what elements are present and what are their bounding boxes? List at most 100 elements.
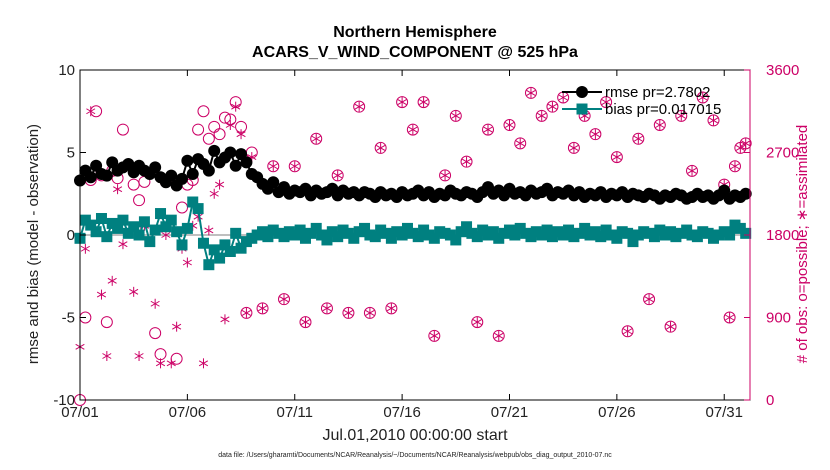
asterisk-stroke [193, 213, 203, 220]
assimilated-obs-marker [225, 120, 235, 130]
asterisk-stroke [590, 131, 600, 138]
assimilated-obs-marker [257, 303, 268, 314]
rmse-point [208, 144, 221, 157]
asterisk-stroke [451, 112, 461, 119]
bias-point [187, 196, 199, 208]
bias-point [90, 226, 102, 238]
chart-subtitle: ACARS_V_WIND_COMPONENT @ 525 hPa [252, 44, 578, 61]
bias-point [224, 246, 236, 257]
asterisk-stroke [300, 319, 311, 326]
asterisk-stroke [708, 117, 719, 124]
chart-title: Northern Hemisphere [333, 24, 497, 41]
possible-obs-marker [621, 325, 634, 338]
asterisk-stroke [247, 154, 257, 161]
x-tick-label: 07/11 [277, 404, 313, 421]
assimilated-obs-marker [236, 129, 246, 140]
asterisk-stroke [150, 300, 160, 307]
bias-point [611, 232, 623, 244]
possible-obs-marker [342, 306, 355, 319]
x-tick-label: 07/21 [491, 404, 529, 421]
possible-obs-marker [535, 109, 548, 122]
assimilated-obs-marker [365, 307, 375, 318]
asterisk-stroke [155, 360, 166, 367]
asterisk-stroke [558, 94, 568, 101]
bias-point [128, 221, 140, 233]
bias-point [262, 231, 274, 243]
assimilated-obs-marker [590, 129, 600, 140]
bias-point [149, 224, 161, 236]
asterisk-stroke [698, 94, 708, 101]
possible-obs-marker [610, 151, 623, 164]
asterisk-stroke [725, 314, 735, 321]
bias-point [122, 227, 134, 239]
y-tick-label-right: 900 [766, 310, 791, 327]
asterisk-stroke [687, 167, 697, 174]
assimilated-obs-marker [440, 170, 450, 181]
bias-point [724, 229, 736, 241]
possible-obs-marker [363, 306, 376, 319]
possible-obs-marker [632, 132, 645, 145]
y-tick-label-right: 2700 [766, 145, 799, 162]
bias-point [563, 224, 575, 236]
assimilated-obs-marker [735, 142, 745, 153]
rmse-bias-layer [74, 144, 752, 271]
bias-point [648, 231, 660, 243]
bias-point [294, 224, 306, 236]
assimilated-obs-marker [676, 110, 686, 121]
bias-point [740, 227, 752, 239]
bias-point [197, 237, 209, 249]
asterisk-stroke [311, 135, 321, 142]
bias-point [461, 221, 473, 233]
assimilated-obs-marker [515, 138, 525, 149]
assimilated-obs-marker [698, 92, 708, 103]
assimilated-obs-marker [354, 101, 364, 112]
asterisk-stroke [204, 227, 214, 234]
assimilated-obs-marker [687, 165, 697, 176]
asterisk-stroke [676, 112, 686, 119]
asterisk-stroke [134, 353, 144, 359]
bias-point [219, 239, 231, 251]
rmse-point [267, 176, 280, 189]
rmse-point [84, 171, 97, 184]
possible-obs-marker [471, 316, 484, 329]
bias-point [348, 232, 360, 244]
possible-obs-marker [567, 141, 580, 154]
rmse-point [202, 164, 215, 177]
y-tick-label-left: 0 [67, 227, 75, 244]
possible-obs-marker [546, 100, 559, 113]
legend-label: rmse pr=2.7802 [605, 84, 710, 101]
rmse-point [181, 154, 194, 167]
bias-point [181, 222, 193, 234]
bias-point [95, 213, 107, 224]
asterisk-stroke [166, 360, 176, 367]
possible-obs-marker [353, 100, 366, 113]
possible-obs-marker [653, 119, 666, 131]
asterisk-stroke [198, 360, 209, 367]
assimilated-obs-marker [268, 161, 278, 172]
asterisk-stroke [741, 140, 751, 147]
possible-obs-marker [503, 119, 516, 131]
possible-obs-marker [127, 178, 140, 191]
possible-obs-marker [310, 132, 323, 145]
bias-point [117, 214, 129, 226]
asterisk-stroke [633, 135, 643, 142]
data-file-footer: data file: /Users/gharamti/Documents/NCA… [218, 452, 612, 459]
possible-obs-marker [723, 311, 736, 324]
asterisk-stroke [225, 122, 235, 128]
possible-obs-marker [589, 128, 602, 141]
bias-point [214, 252, 226, 264]
assimilated-obs-marker [408, 124, 418, 135]
possible-obs-marker [449, 109, 462, 122]
asterisk-stroke [515, 140, 525, 147]
bias-point [385, 232, 397, 244]
bias-point [235, 242, 247, 254]
assimilated-obs-marker [343, 307, 354, 318]
asterisk-stroke [80, 245, 90, 252]
possible-obs-marker [664, 320, 677, 333]
assimilated-obs-marker [633, 133, 643, 144]
asterisk-stroke [386, 305, 396, 312]
possible-obs-marker [492, 329, 505, 342]
possible-obs-marker [267, 160, 280, 173]
possible-obs-marker [202, 132, 215, 145]
asterisk-stroke [96, 291, 107, 298]
